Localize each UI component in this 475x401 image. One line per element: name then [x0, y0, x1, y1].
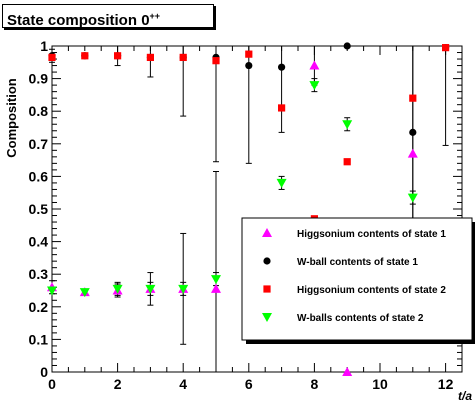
y-axis-label: Composition [4, 78, 19, 157]
y-tick-label: 1 [40, 38, 48, 54]
x-tick-label: 0 [48, 376, 56, 392]
data-point-series-3 [81, 52, 89, 60]
chart-title-box: State composition 0++ [2, 4, 214, 29]
y-tick-label: 0.8 [29, 103, 49, 119]
x-axis-label: t/a [458, 389, 472, 401]
chart-title-state: 0 [141, 12, 150, 29]
y-axis: 0 0.1 0.2 0.3 0.4 0.5 0.6 0.7 0.8 0.9 1 [29, 38, 462, 380]
chart-title-superscript: ++ [149, 11, 161, 21]
x-tick-label: 12 [438, 376, 454, 392]
data-point-series-2 [245, 61, 253, 70]
data-point-series-4 [79, 288, 90, 298]
error-bars [49, 45, 449, 373]
data-point-series-4 [47, 286, 57, 296]
legend-label-1: Higgsonium contents of state 1 [297, 229, 446, 240]
data-point-series-1 [342, 367, 353, 376]
data-point-series-1 [309, 60, 320, 70]
data-point-series-4 [211, 275, 221, 285]
data-point-series-3 [442, 44, 450, 52]
x-tick-label: 8 [311, 376, 319, 392]
data-point-series-3 [278, 104, 286, 112]
data-point-series-3 [245, 50, 253, 58]
y-tick-label: 0.5 [29, 201, 49, 217]
y-tick-label: 0 [40, 364, 48, 380]
data-point-series-3 [114, 52, 122, 60]
y-tick-label: 0.7 [29, 136, 49, 152]
data-point-series-4 [112, 284, 123, 294]
data-point-series-1 [211, 283, 221, 293]
legend-label-3: Higgsonium contents of state 2 [297, 285, 446, 296]
data-point-series-4 [145, 284, 156, 294]
data-point-series-4 [309, 81, 320, 91]
data-point-series-4 [276, 178, 287, 188]
legend-marker-1 [262, 228, 272, 237]
legend-label-4: W-balls contents of state 2 [297, 313, 424, 324]
y-tick-label: 0.1 [29, 331, 49, 347]
y-tick-label: 0.6 [29, 168, 49, 184]
legend-label-2: W-ball contents of state 1 [297, 257, 418, 268]
data-point-series-3 [146, 53, 154, 62]
data-point-series-2 [409, 128, 417, 136]
legend-marker-2 [263, 257, 271, 265]
y-tick-label: 0.2 [29, 299, 49, 315]
chart-title: State composition [7, 12, 138, 29]
x-tick-label: 4 [179, 376, 187, 392]
legend: Higgsonium contents of state 1 W-ball con… [241, 217, 475, 344]
data-point-series-1 [407, 148, 418, 158]
data-point-series-4 [407, 193, 418, 203]
data-point-series-3 [179, 53, 187, 62]
y-tick-label: 0.4 [29, 234, 49, 250]
data-point-series-3 [48, 53, 56, 62]
y-tick-label: 0.9 [29, 71, 49, 87]
x-tick-label: 6 [245, 376, 253, 392]
data-point-series-2 [278, 63, 286, 71]
data-point-series-3 [212, 57, 220, 65]
data-point-series-3 [409, 94, 417, 102]
data-point-series-4 [342, 120, 353, 130]
legend-box [241, 217, 473, 341]
legend-marker-4 [262, 313, 272, 322]
x-tick-label: 2 [114, 376, 122, 392]
data-markers [47, 42, 450, 376]
x-tick-label: 10 [372, 376, 388, 392]
y-tick-label: 0.3 [29, 266, 49, 282]
legend-marker-3 [263, 285, 271, 293]
data-point-series-3 [343, 158, 351, 166]
data-point-series-2 [343, 42, 351, 50]
data-point-series-4 [178, 284, 189, 294]
